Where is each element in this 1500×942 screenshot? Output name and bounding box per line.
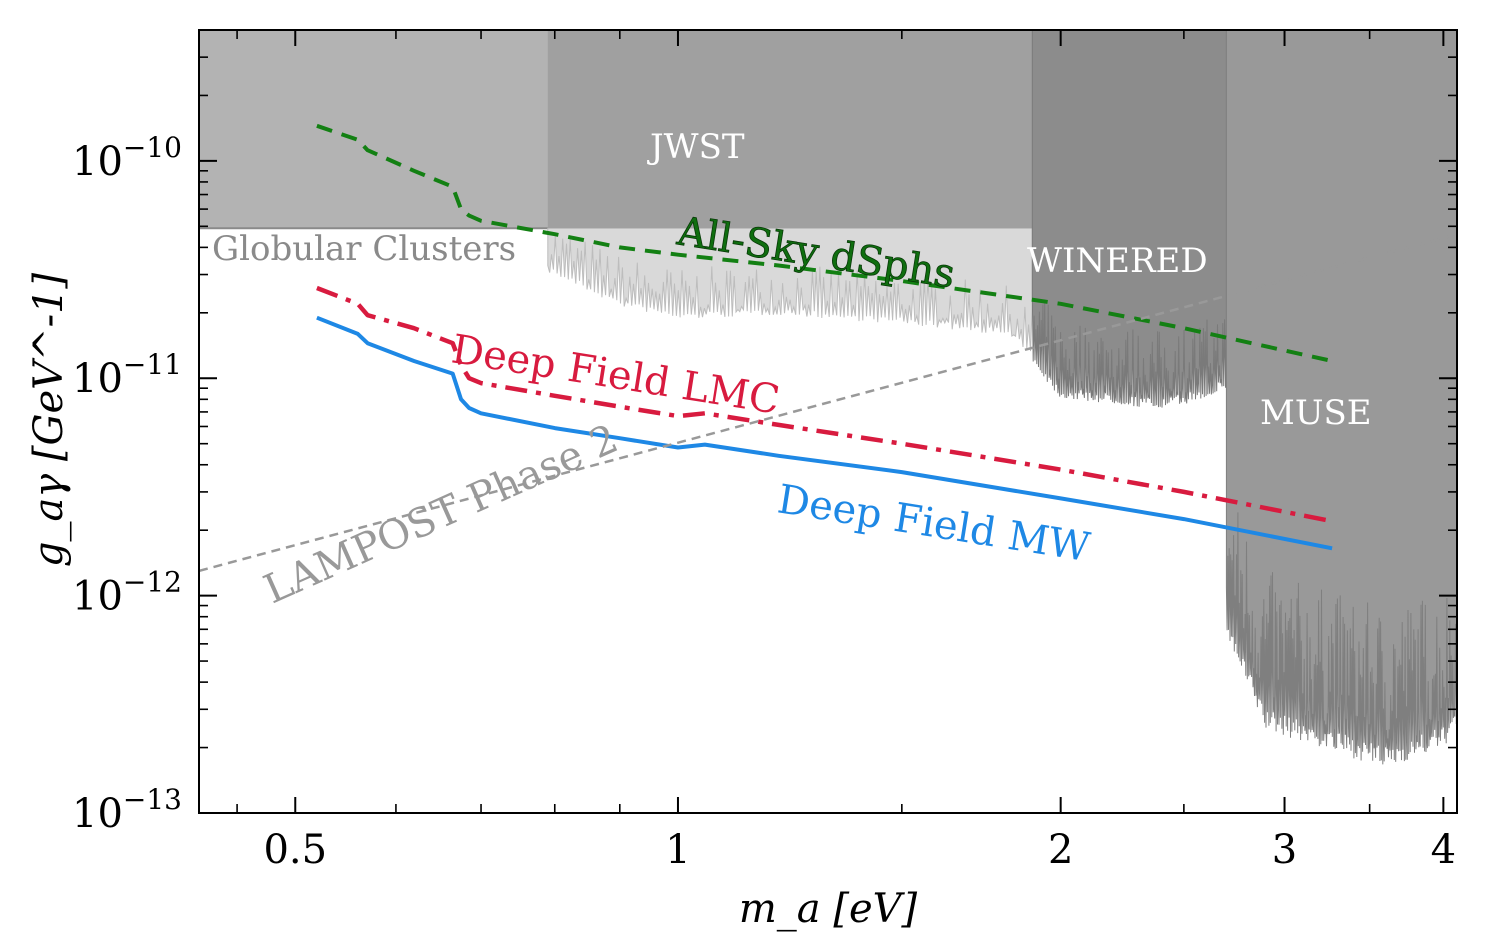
- x-tick-label: 4: [1431, 827, 1456, 873]
- plot-frame: [198, 29, 1458, 814]
- series-line-all-sky-dsphs: [316, 123, 1333, 363]
- tick-labels: 0.5 1 2 3 4 10−13 10−12 10−11 10−10: [72, 131, 1456, 873]
- exclusion-regions: [199, 30, 1457, 765]
- y-tick-label: 10−12: [72, 566, 182, 620]
- region-muse: [1225, 30, 1457, 765]
- x-tick-label: 2: [1048, 827, 1073, 873]
- x-tick-label: 1: [665, 827, 690, 873]
- axis-ticks: [199, 29, 1457, 814]
- series-layer: [199, 123, 1457, 573]
- label-globular-clusters: Globular Clusters: [212, 229, 516, 269]
- x-tick-label: 0.5: [263, 827, 327, 873]
- series-line-deep-field-mw: [316, 315, 1333, 551]
- series-line-lampost-phase-2: [199, 232, 1457, 573]
- region-jwst-fringe: [547, 227, 1033, 352]
- series-line-deep-field-lmc: [316, 285, 1333, 524]
- region-winered: [1031, 30, 1227, 408]
- y-axis-title: g_aγ [GeV^-1]: [26, 272, 72, 567]
- x-axis-title: m_a [eV]: [739, 886, 918, 932]
- label-jwst: JWST: [647, 127, 745, 167]
- region-jwst: [547, 30, 1033, 229]
- y-tick-label: 10−13: [72, 783, 182, 837]
- label-winered: WINERED: [1027, 241, 1208, 281]
- y-tick-label: 10−11: [72, 348, 182, 402]
- y-tick-label: 10−10: [72, 131, 182, 185]
- label-muse: MUSE: [1260, 393, 1372, 433]
- x-tick-label: 3: [1272, 827, 1297, 873]
